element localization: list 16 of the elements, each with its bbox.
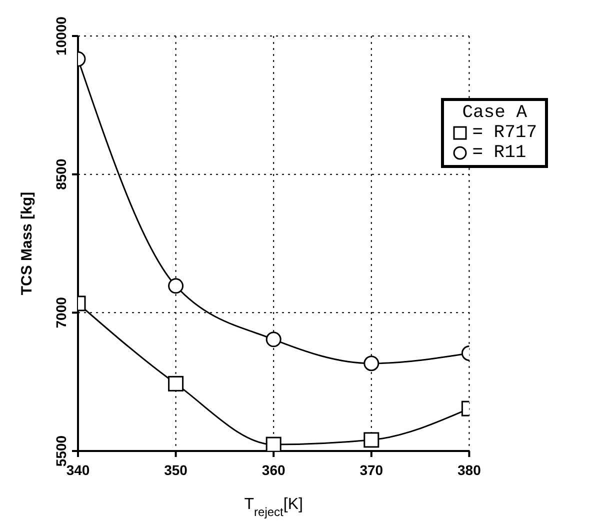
y-tick-label: 8500 [53,158,69,190]
x-tick-label: 350 [164,462,188,478]
legend-label: = R11 [472,143,526,163]
x-axis-title: T$_{reject}$[K] [244,496,303,519]
point [266,436,282,451]
y-axis-title: TCS Mass [kg] [18,192,36,296]
legend-label: = R717 [472,123,537,143]
x-tick-label: 380 [458,462,482,478]
y-tick-label: 7000 [53,296,69,328]
y-tick-label: 5500 [53,435,69,467]
x-tick-label: 370 [360,462,384,478]
legend-title: Case A [461,103,528,123]
x-tick-label: 340 [66,462,90,478]
point [266,332,282,348]
y-tick-label: 10000 [53,16,69,56]
x-tick-label: 360 [262,462,286,478]
